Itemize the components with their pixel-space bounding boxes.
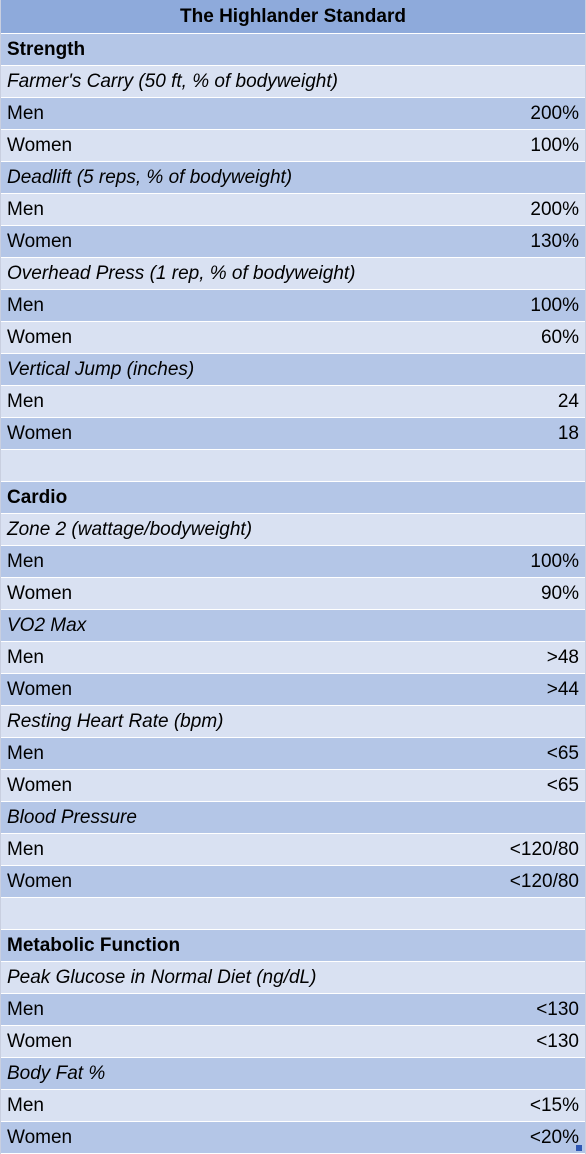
group-label: Women [7,134,73,156]
group-label: Women [7,230,73,252]
target-value: 100% [530,550,579,572]
group-label: Men [7,838,44,860]
section-label: Strength [7,38,86,60]
table-row: Women <130 [1,1026,585,1058]
metric-header: Overhead Press (1 rep, % of bodyweight) [1,258,585,290]
target-value: <15% [529,1094,579,1116]
target-value: <65 [546,774,579,796]
group-label: Women [7,774,73,796]
section-label: Metabolic Function [7,934,181,956]
target-value: 60% [540,326,579,348]
group-label: Men [7,198,44,220]
metric-header: Farmer's Carry (50 ft, % of bodyweight) [1,66,585,98]
table-row: Men 100% [1,546,585,578]
target-value: 24 [557,390,579,412]
table-row: Men 24 [1,386,585,418]
target-value: 100% [530,134,579,156]
metric-header: Body Fat % [1,1058,585,1090]
group-label: Men [7,998,44,1020]
table-row: Men 100% [1,290,585,322]
table-row: Men <130 [1,994,585,1026]
target-value: <20% [529,1126,579,1148]
metric-label: Farmer's Carry (50 ft, % of bodyweight) [7,70,338,92]
metric-header: Peak Glucose in Normal Diet (ng/dL) [1,962,585,994]
metric-label: Blood Pressure [7,806,137,828]
section-header: Strength [1,34,585,66]
table-row: Women <65 [1,770,585,802]
metric-label: Vertical Jump (inches) [7,358,195,380]
target-value: 18 [557,422,579,444]
section-header: Metabolic Function [1,930,585,962]
spacer-row [1,450,585,482]
target-value: 200% [530,102,579,124]
group-label: Men [7,102,44,124]
target-value: 90% [540,582,579,604]
table-row: Men <65 [1,738,585,770]
group-label: Women [7,422,73,444]
group-label: Women [7,1030,73,1052]
group-label: Men [7,646,44,668]
metric-label: Body Fat % [7,1062,106,1084]
metric-header: Zone 2 (wattage/bodyweight) [1,514,585,546]
target-value: >48 [546,646,579,668]
table-row: Women 18 [1,418,585,450]
target-value: <65 [546,742,579,764]
target-value: 200% [530,198,579,220]
metric-header: Deadlift (5 reps, % of bodyweight) [1,162,585,194]
group-label: Women [7,582,73,604]
group-label: Women [7,1126,73,1148]
table-row: Men <15% [1,1090,585,1122]
metric-label: Deadlift (5 reps, % of bodyweight) [7,166,293,188]
metric-header: Resting Heart Rate (bpm) [1,706,585,738]
table-title-text: The Highlander Standard [180,5,406,27]
metric-header: Blood Pressure [1,802,585,834]
target-value: <120/80 [509,870,579,892]
table-row: Women <20% [1,1122,585,1154]
target-value: <130 [536,1030,579,1052]
resize-handle[interactable] [576,1145,582,1151]
group-label: Men [7,390,44,412]
metric-header: Vertical Jump (inches) [1,354,585,386]
table-row: Women 100% [1,130,585,162]
group-label: Women [7,326,73,348]
group-label: Men [7,742,44,764]
section-label: Cardio [7,486,68,508]
target-value: >44 [546,678,579,700]
target-value: <120/80 [509,838,579,860]
table-row: Women 90% [1,578,585,610]
metric-label: Overhead Press (1 rep, % of bodyweight) [7,262,356,284]
metric-label: Resting Heart Rate (bpm) [7,710,224,732]
group-label: Men [7,294,44,316]
table-row: Men >48 [1,642,585,674]
group-label: Women [7,678,73,700]
metric-label: VO2 Max [7,614,87,636]
group-label: Women [7,870,73,892]
metric-label: Zone 2 (wattage/bodyweight) [7,518,253,540]
table-row: Women >44 [1,674,585,706]
table-title: The Highlander Standard [1,0,585,34]
section-header: Cardio [1,482,585,514]
table-row: Women 60% [1,322,585,354]
target-value: 130% [530,230,579,252]
target-value: <130 [536,998,579,1020]
table-row: Men 200% [1,194,585,226]
group-label: Men [7,1094,44,1116]
table-row: Women <120/80 [1,866,585,898]
table-row: Men 200% [1,98,585,130]
target-value: 100% [530,294,579,316]
table-row: Men <120/80 [1,834,585,866]
spacer-row [1,898,585,930]
table-row: Women 130% [1,226,585,258]
group-label: Men [7,550,44,572]
metric-header: VO2 Max [1,610,585,642]
metric-label: Peak Glucose in Normal Diet (ng/dL) [7,966,317,988]
